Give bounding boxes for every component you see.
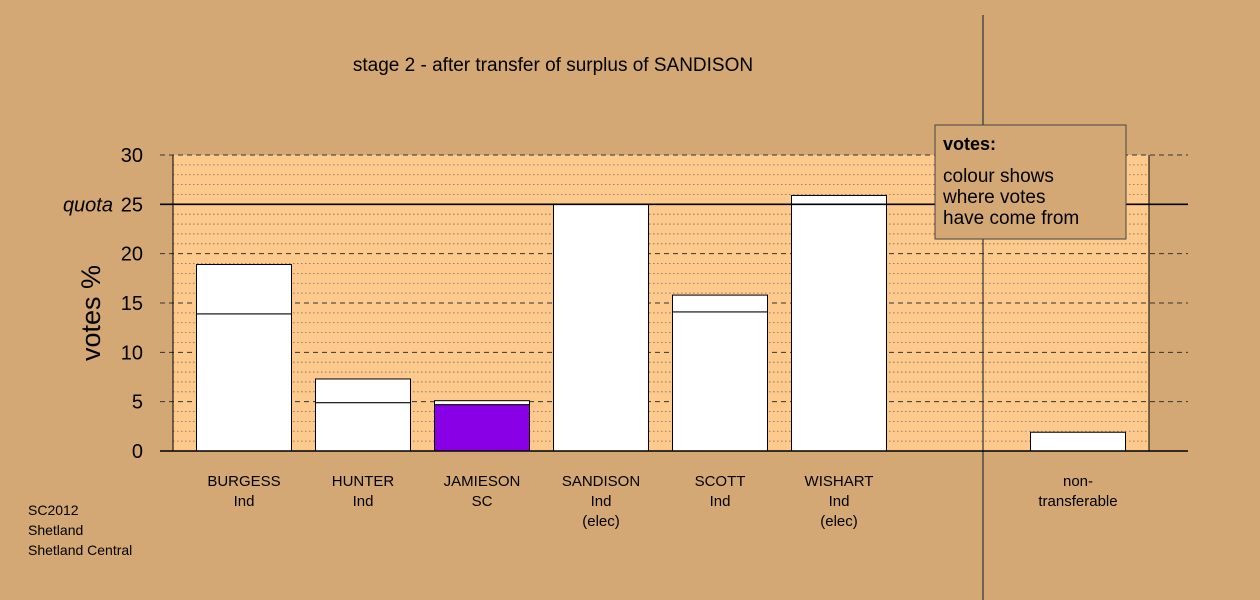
legend-line-2: where votes bbox=[942, 187, 1045, 208]
bar-hunter-segment-2 bbox=[315, 378, 411, 404]
x-tick-label: WISHART bbox=[805, 473, 874, 490]
x-tick-label: Ind bbox=[234, 493, 255, 510]
legend: votes: colour shows where votes have com… bbox=[934, 124, 1127, 240]
y-tick-label: 15 bbox=[121, 293, 143, 315]
bar-burgess-segment-1 bbox=[196, 313, 292, 452]
x-tick-label: non- bbox=[1063, 473, 1093, 490]
x-tick-label: Ind bbox=[710, 493, 731, 510]
x-tick-label: HUNTER bbox=[332, 473, 395, 490]
footer: SC2012 Shetland Shetland Central bbox=[28, 502, 132, 558]
y-tick-label: 5 bbox=[132, 392, 143, 414]
x-tick-label: transferable bbox=[1038, 493, 1117, 510]
footer-line-2: Shetland bbox=[28, 522, 83, 538]
bar-hunter-segment-1 bbox=[315, 402, 411, 452]
bar-scott-segment-2 bbox=[672, 294, 768, 313]
y-axis: 0 5 10 15 20 25 30 bbox=[121, 145, 143, 463]
footer-line-3: Shetland Central bbox=[28, 542, 132, 558]
quota-label: quota bbox=[63, 194, 113, 216]
y-tick-label: 10 bbox=[121, 342, 143, 364]
legend-title: votes: bbox=[943, 134, 996, 154]
x-tick-label: JAMIESON bbox=[444, 473, 521, 490]
x-tick-label: Ind bbox=[353, 493, 374, 510]
y-tick-label: 20 bbox=[121, 244, 143, 266]
bar-scott-segment-1 bbox=[672, 311, 768, 452]
bar-wishart-segment-1 bbox=[791, 194, 887, 452]
legend-line-3: have come from bbox=[943, 208, 1079, 229]
x-axis-labels: BURGESS Ind HUNTER Ind JAMIESON SC SANDISON Ind… bbox=[207, 473, 1117, 530]
y-tick-label: 0 bbox=[132, 441, 143, 463]
bars bbox=[196, 194, 1126, 452]
x-tick-label: SC bbox=[472, 493, 493, 510]
y-tick-label: 25 bbox=[121, 194, 143, 216]
y-axis-label: votes % bbox=[76, 265, 106, 361]
chart-title: stage 2 - after transfer of surplus of S… bbox=[353, 55, 753, 76]
x-tick-label: BURGESS bbox=[207, 473, 280, 490]
legend-box bbox=[934, 124, 1127, 240]
x-tick-label: Ind bbox=[829, 493, 850, 510]
bar-jamieson-segment-2 bbox=[434, 400, 530, 406]
legend-line-1: colour shows bbox=[943, 166, 1054, 187]
bar-sandison-segment-1 bbox=[553, 203, 649, 452]
x-tick-label: Ind bbox=[591, 493, 612, 510]
x-tick-label: (elec) bbox=[582, 513, 620, 530]
bar-burgess-segment-2 bbox=[196, 264, 292, 315]
x-tick-label: SCOTT bbox=[695, 473, 746, 490]
footer-line-1: SC2012 bbox=[28, 502, 79, 518]
bar-non-segment-1 bbox=[1030, 431, 1126, 452]
y-tick-label: 30 bbox=[121, 145, 143, 167]
x-tick-label: (elec) bbox=[820, 513, 858, 530]
bar-jamieson-segment-1 bbox=[434, 404, 530, 452]
x-tick-label: SANDISON bbox=[562, 473, 640, 490]
